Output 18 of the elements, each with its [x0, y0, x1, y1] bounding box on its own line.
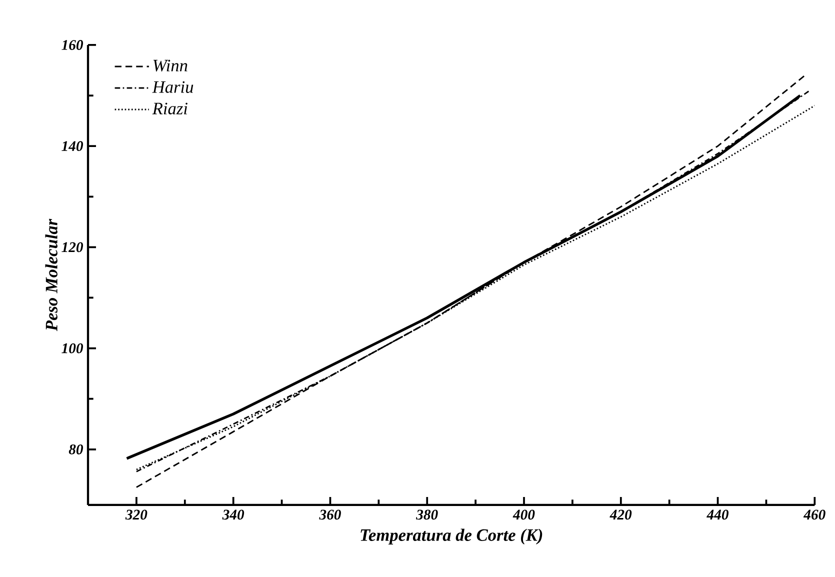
x-tick-label: 440 [706, 510, 729, 520]
x-tick-label: 320 [125, 510, 148, 520]
x-tick-label: 360 [319, 510, 341, 520]
x-tick-label: 460 [803, 510, 826, 520]
x-tick-label: 380 [416, 510, 438, 520]
x-tick-label: 340 [222, 510, 244, 520]
x-tick-label: 400 [512, 510, 535, 520]
y-tick-label: 80 [68, 444, 84, 454]
y-tick-label: 140 [62, 141, 84, 152]
legend-label: Winn [154, 60, 188, 72]
legend-label: Riazi [152, 102, 188, 114]
x-tick-label: 420 [610, 510, 632, 520]
y-tick-label: 120 [62, 242, 84, 252]
legend-label: Hariu [152, 81, 194, 93]
y-axis-title: Peso Molecular [45, 218, 58, 332]
y-tick-label: 160 [62, 40, 84, 50]
x-axis-title: Temperatura de Corte (K) [360, 528, 542, 544]
y-tick-label: 100 [62, 343, 84, 354]
